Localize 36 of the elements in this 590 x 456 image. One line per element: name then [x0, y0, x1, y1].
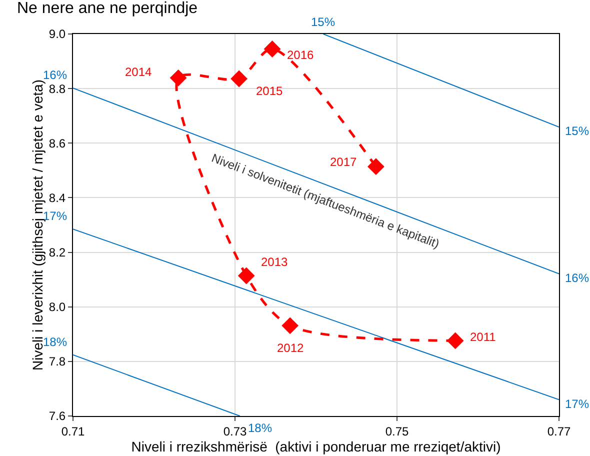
annotation: 15% [311, 15, 336, 29]
chart-title: Ne nere ane ne perqindje [17, 0, 198, 17]
y-tick-label: 8.6 [48, 136, 66, 150]
annotation: 15% [565, 124, 590, 138]
point [230, 70, 248, 88]
y-tick-label: 9.0 [48, 27, 66, 42]
y-tick-label: 8.0 [48, 300, 66, 314]
point [264, 40, 281, 58]
x-tick-label: 0.77 [547, 424, 571, 438]
annotation: 2014 [125, 65, 152, 79]
point [367, 158, 384, 176]
x-tick-label: 0.75 [385, 424, 409, 438]
annotation: 16% [43, 68, 68, 82]
annotation: 2013 [261, 255, 288, 269]
y-tick-label: 7.6 [48, 409, 66, 424]
x-tick-label: 0.73 [223, 424, 247, 438]
annotation: 17% [565, 397, 590, 411]
y-tick-label: 7.8 [48, 354, 66, 369]
annotation: 2015 [256, 84, 284, 98]
annotation: 2011 [470, 330, 496, 344]
annotation: 18% [248, 421, 272, 435]
annotation: 16% [565, 271, 590, 285]
y-tick-label: 8.8 [48, 82, 66, 96]
annotation: 2016 [287, 48, 314, 62]
y-tick-label: 8.2 [48, 245, 66, 260]
y-tick-label: 8.4 [48, 190, 66, 205]
point [282, 317, 299, 334]
annotation: 17% [43, 209, 68, 223]
point [238, 267, 255, 284]
x-axis-title: Niveli i rrezikshmërisë (aktivi i ponderuar me rreziqet/aktivi) [131, 438, 501, 454]
point [170, 69, 187, 86]
x-tick-label: 0.71 [61, 424, 85, 438]
annotation: 18% [43, 335, 68, 349]
point [446, 332, 464, 350]
annotation: 2017 [330, 155, 358, 169]
annotation: 2012 [277, 341, 304, 355]
